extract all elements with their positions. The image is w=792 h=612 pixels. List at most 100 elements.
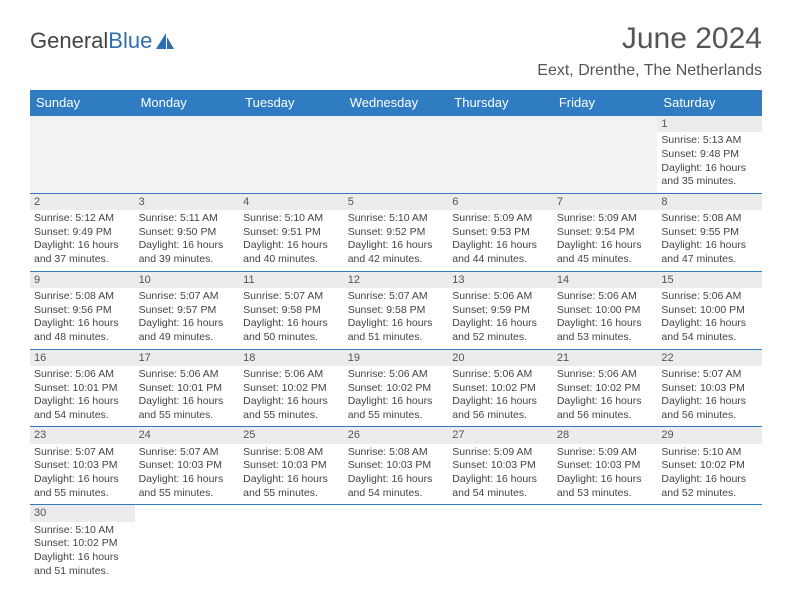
day-number: 19 [344,350,449,366]
sunrise-text: Sunrise: 5:10 AM [34,524,131,538]
day-number: 23 [30,427,135,443]
dow-monday: Monday [135,90,240,116]
sunset-text: Sunset: 9:56 PM [34,304,131,318]
calendar-cell-blank [657,505,762,582]
day-number: 3 [135,194,240,210]
day-number: 20 [448,350,553,366]
dow-thursday: Thursday [448,90,553,116]
calendar-cell-blank [344,116,449,193]
dl1-text: Daylight: 16 hours [557,317,654,331]
day-number: 27 [448,427,553,443]
dl1-text: Daylight: 16 hours [661,473,758,487]
sunset-text: Sunset: 10:00 PM [661,304,758,318]
sunrise-text: Sunrise: 5:13 AM [661,134,758,148]
week-row: 2Sunrise: 5:12 AMSunset: 9:49 PMDaylight… [30,194,762,272]
sunset-text: Sunset: 10:03 PM [557,459,654,473]
calendar-cell: 15Sunrise: 5:06 AMSunset: 10:00 PMDaylig… [657,272,762,349]
dl2-text: and 55 minutes. [34,487,131,501]
sunrise-text: Sunrise: 5:07 AM [34,446,131,460]
week-row: 9Sunrise: 5:08 AMSunset: 9:56 PMDaylight… [30,272,762,350]
calendar-cell: 3Sunrise: 5:11 AMSunset: 9:50 PMDaylight… [135,194,240,271]
calendar-cell: 13Sunrise: 5:06 AMSunset: 9:59 PMDayligh… [448,272,553,349]
day-number: 24 [135,427,240,443]
day-of-week-header: Sunday Monday Tuesday Wednesday Thursday… [30,90,762,116]
sunset-text: Sunset: 9:54 PM [557,226,654,240]
sunrise-text: Sunrise: 5:10 AM [243,212,340,226]
dl1-text: Daylight: 16 hours [452,317,549,331]
sunset-text: Sunset: 10:02 PM [243,382,340,396]
calendar-cell: 16Sunrise: 5:06 AMSunset: 10:01 PMDaylig… [30,350,135,427]
sunrise-text: Sunrise: 5:07 AM [139,446,236,460]
sunrise-text: Sunrise: 5:12 AM [34,212,131,226]
dl1-text: Daylight: 16 hours [452,473,549,487]
sunset-text: Sunset: 10:03 PM [34,459,131,473]
dl1-text: Daylight: 16 hours [348,317,445,331]
week-row: 16Sunrise: 5:06 AMSunset: 10:01 PMDaylig… [30,350,762,428]
sunset-text: Sunset: 10:02 PM [348,382,445,396]
calendar-cell: 20Sunrise: 5:06 AMSunset: 10:02 PMDaylig… [448,350,553,427]
calendar-cell: 5Sunrise: 5:10 AMSunset: 9:52 PMDaylight… [344,194,449,271]
title-block: June 2024 Eext, Drenthe, The Netherlands [537,22,762,80]
dl1-text: Daylight: 16 hours [348,473,445,487]
calendar-cell: 22Sunrise: 5:07 AMSunset: 10:03 PMDaylig… [657,350,762,427]
day-number: 28 [553,427,658,443]
week-row: 1Sunrise: 5:13 AMSunset: 9:48 PMDaylight… [30,116,762,194]
sunset-text: Sunset: 9:50 PM [139,226,236,240]
location-text: Eext, Drenthe, The Netherlands [537,62,762,80]
sunrise-text: Sunrise: 5:08 AM [348,446,445,460]
dl1-text: Daylight: 16 hours [661,162,758,176]
dl2-text: and 55 minutes. [243,409,340,423]
dow-wednesday: Wednesday [344,90,449,116]
dl1-text: Daylight: 16 hours [348,395,445,409]
sunrise-text: Sunrise: 5:09 AM [452,212,549,226]
calendar-cell-blank [344,505,449,582]
calendar-cell: 11Sunrise: 5:07 AMSunset: 9:58 PMDayligh… [239,272,344,349]
dl1-text: Daylight: 16 hours [139,317,236,331]
sunrise-text: Sunrise: 5:10 AM [348,212,445,226]
dl2-text: and 54 minutes. [452,487,549,501]
dl1-text: Daylight: 16 hours [139,473,236,487]
sunset-text: Sunset: 10:03 PM [661,382,758,396]
dl1-text: Daylight: 16 hours [661,239,758,253]
sunrise-text: Sunrise: 5:06 AM [452,368,549,382]
dl2-text: and 51 minutes. [348,331,445,345]
sunset-text: Sunset: 9:51 PM [243,226,340,240]
day-number: 17 [135,350,240,366]
dl2-text: and 55 minutes. [243,487,340,501]
calendar-cell: 17Sunrise: 5:06 AMSunset: 10:01 PMDaylig… [135,350,240,427]
dl2-text: and 49 minutes. [139,331,236,345]
dl2-text: and 45 minutes. [557,253,654,267]
calendar-cell-blank [553,505,658,582]
day-number: 18 [239,350,344,366]
day-number: 7 [553,194,658,210]
calendar-cell: 18Sunrise: 5:06 AMSunset: 10:02 PMDaylig… [239,350,344,427]
sunset-text: Sunset: 9:48 PM [661,148,758,162]
dl2-text: and 56 minutes. [452,409,549,423]
sunset-text: Sunset: 10:00 PM [557,304,654,318]
dl1-text: Daylight: 16 hours [452,395,549,409]
calendar-cell: 8Sunrise: 5:08 AMSunset: 9:55 PMDaylight… [657,194,762,271]
dl2-text: and 52 minutes. [452,331,549,345]
dow-friday: Friday [553,90,658,116]
calendar-cell: 2Sunrise: 5:12 AMSunset: 9:49 PMDaylight… [30,194,135,271]
day-number: 21 [553,350,658,366]
day-number: 8 [657,194,762,210]
calendar-cell: 12Sunrise: 5:07 AMSunset: 9:58 PMDayligh… [344,272,449,349]
sunset-text: Sunset: 9:58 PM [348,304,445,318]
calendar-cell: 6Sunrise: 5:09 AMSunset: 9:53 PMDaylight… [448,194,553,271]
week-row: 23Sunrise: 5:07 AMSunset: 10:03 PMDaylig… [30,427,762,505]
sunset-text: Sunset: 9:52 PM [348,226,445,240]
calendar-cell-blank [135,505,240,582]
calendar-cell-blank [553,116,658,193]
dl2-text: and 48 minutes. [34,331,131,345]
day-number: 14 [553,272,658,288]
dl1-text: Daylight: 16 hours [34,239,131,253]
brand-part2: Blue [108,28,152,54]
dl2-text: and 40 minutes. [243,253,340,267]
sunrise-text: Sunrise: 5:07 AM [243,290,340,304]
dl2-text: and 37 minutes. [34,253,131,267]
week-row: 30Sunrise: 5:10 AMSunset: 10:02 PMDaylig… [30,505,762,582]
calendar-cell: 25Sunrise: 5:08 AMSunset: 10:03 PMDaylig… [239,427,344,504]
dl1-text: Daylight: 16 hours [243,239,340,253]
day-number: 10 [135,272,240,288]
